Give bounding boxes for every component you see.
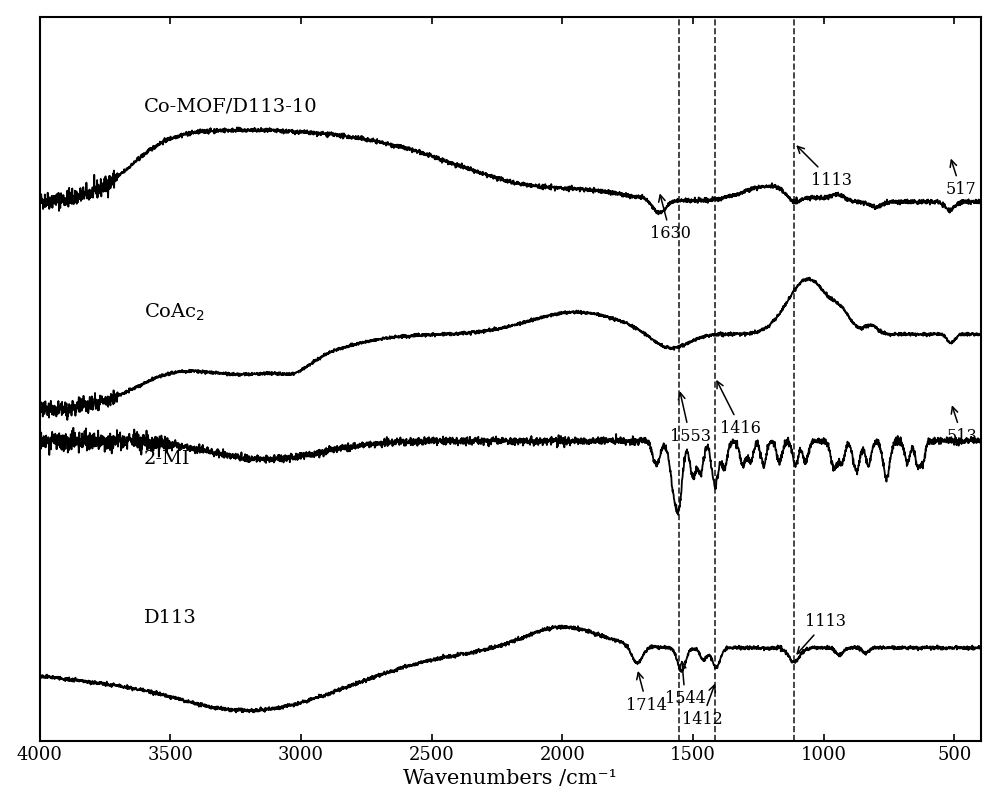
X-axis label: Wavenumbers /cm⁻¹: Wavenumbers /cm⁻¹: [403, 770, 617, 788]
Text: 1113: 1113: [797, 147, 852, 188]
Text: 2-MI: 2-MI: [144, 451, 191, 469]
Text: CoAc$_2$: CoAc$_2$: [144, 302, 205, 323]
Text: D113: D113: [144, 609, 197, 626]
Text: 513: 513: [947, 407, 977, 445]
Text: 1544: 1544: [665, 662, 706, 708]
Text: 1412: 1412: [682, 685, 722, 728]
Text: Co-MOF/D113-10: Co-MOF/D113-10: [144, 97, 318, 116]
Text: 517: 517: [945, 160, 976, 198]
Text: 1553: 1553: [670, 393, 711, 445]
Text: 1630: 1630: [650, 195, 691, 242]
Text: 1714: 1714: [626, 672, 667, 714]
Text: 1416: 1416: [717, 382, 761, 437]
Text: 1113: 1113: [797, 613, 846, 654]
